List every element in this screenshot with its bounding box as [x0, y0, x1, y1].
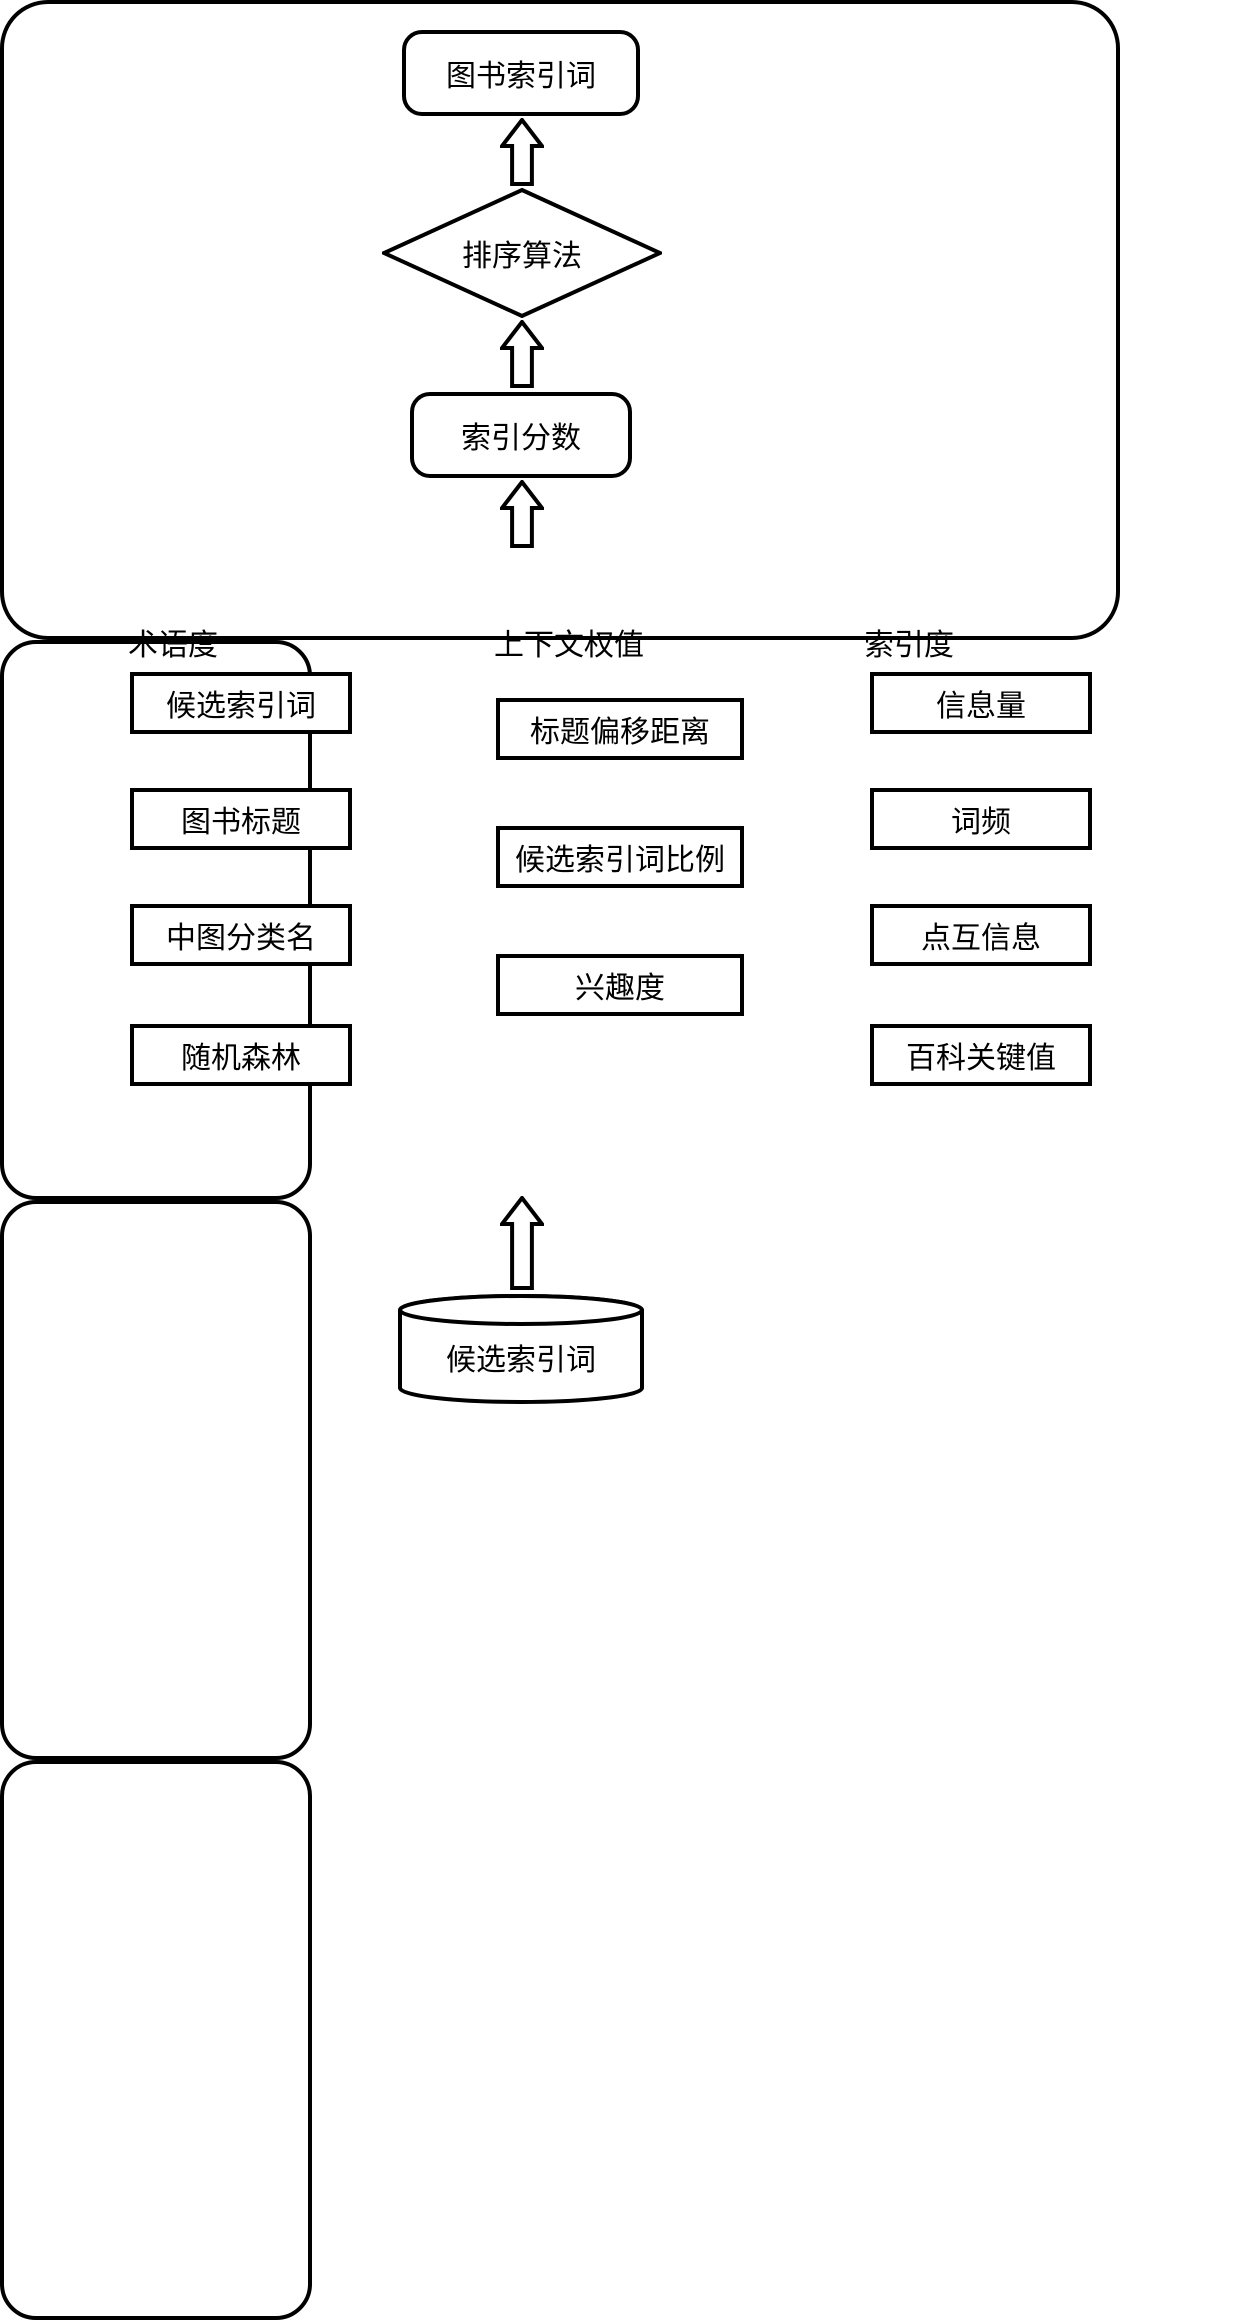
- feature-item-label: 随机森林: [181, 1033, 301, 1077]
- feature-item: 词频: [870, 788, 1092, 850]
- feature-item: 标题偏移距离: [496, 698, 744, 760]
- node-sort-algorithm: 排序算法: [382, 188, 662, 318]
- feature-item: 百科关键值: [870, 1024, 1092, 1086]
- feature-item: 中图分类名: [130, 904, 352, 966]
- arrow-up: [500, 118, 544, 186]
- panel-title-context-weight: 上下文权值: [494, 620, 644, 664]
- feature-item: 候选索引词: [130, 672, 352, 734]
- node-candidate-index-word: 候选索引词: [398, 1294, 644, 1404]
- feature-item-label: 标题偏移距离: [530, 707, 710, 751]
- arrow-up: [500, 320, 544, 388]
- node-label: 排序算法: [462, 231, 582, 275]
- node-label: 候选索引词: [446, 1335, 596, 1379]
- feature-item: 信息量: [870, 672, 1092, 734]
- node-index-score: 索引分数: [410, 392, 632, 478]
- feature-item: 图书标题: [130, 788, 352, 850]
- feature-item-label: 百科关键值: [906, 1033, 1056, 1077]
- feature-item-label: 兴趣度: [575, 963, 665, 1007]
- feature-item-label: 信息量: [936, 681, 1026, 725]
- panel-title-terminology: 术语度: [128, 620, 218, 664]
- feature-item-label: 词频: [951, 797, 1011, 841]
- node-label: 索引分数: [461, 413, 581, 457]
- feature-item-label: 图书标题: [181, 797, 301, 841]
- panel-index-degree: [0, 1760, 312, 2320]
- arrow-up: [500, 1196, 544, 1290]
- feature-item-label: 候选索引词比例: [515, 835, 725, 879]
- feature-item: 点互信息: [870, 904, 1092, 966]
- diagram-canvas: 图书索引词 排序算法 索引分数 术语度 上下文权值 索引度 候选索引词图书标题中…: [0, 0, 1240, 1442]
- feature-item-label: 中图分类名: [166, 913, 316, 957]
- feature-item-label: 候选索引词: [166, 681, 316, 725]
- panel-context-weight: [0, 1200, 312, 1760]
- feature-item: 候选索引词比例: [496, 826, 744, 888]
- node-label: 图书索引词: [446, 51, 596, 95]
- feature-item: 兴趣度: [496, 954, 744, 1016]
- node-book-index-word: 图书索引词: [402, 30, 640, 116]
- feature-item-label: 点互信息: [921, 913, 1041, 957]
- panel-title-index-degree: 索引度: [864, 620, 954, 664]
- arrow-up: [500, 480, 544, 548]
- feature-item: 随机森林: [130, 1024, 352, 1086]
